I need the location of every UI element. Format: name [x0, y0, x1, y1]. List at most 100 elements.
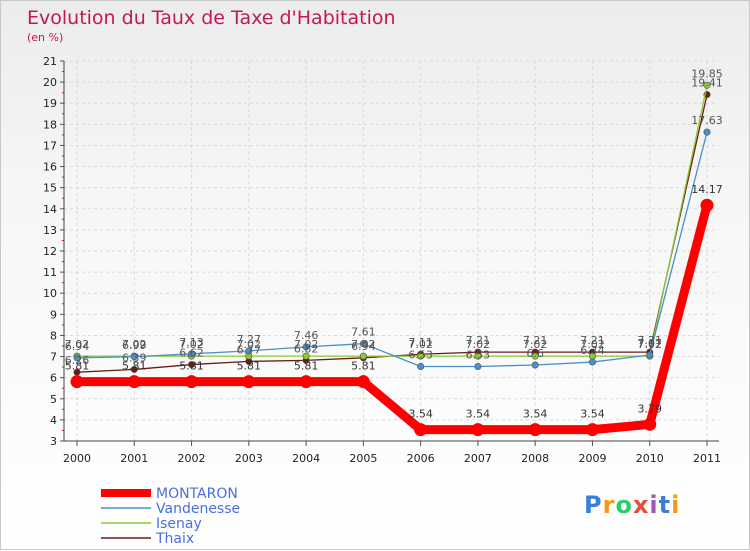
data-label-isenay: 7.02 [580, 338, 605, 351]
data-point-vandenesse [531, 361, 539, 369]
data-label-vandenesse: 6.53 [408, 348, 433, 361]
logo-letter: t [658, 491, 672, 519]
x-tick-label: 2001 [120, 452, 148, 465]
data-label-montaron: 3.54 [466, 408, 491, 421]
data-label-isenay: 7.02 [294, 338, 319, 351]
y-axis-ticks: 3 4 5 6 7 8 9 10 11 12 13 14 15 16 17 18 19 20 21 [43, 55, 57, 448]
data-label-vandenesse: 7.13 [179, 336, 204, 349]
y-tick-label: 12 [43, 245, 57, 258]
logo-letter: o [615, 491, 633, 519]
data-label-thaix: 6.77 [237, 343, 262, 356]
data-point-montaron [585, 423, 599, 437]
x-tick-label: 2008 [521, 452, 549, 465]
data-label-thaix: 7.21 [466, 334, 491, 347]
x-tick-label: 2010 [636, 452, 664, 465]
data-point-vandenesse [359, 340, 367, 348]
data-label-thaix: 6.82 [294, 342, 319, 355]
data-label-thaix: 7.21 [580, 334, 605, 347]
x-tick-label: 2004 [292, 452, 320, 465]
legend-label-thaix: Thaix [155, 531, 194, 547]
data-label-vandenesse: 7.27 [237, 333, 262, 346]
x-tick-label: 2000 [63, 452, 91, 465]
logo-letter: P [584, 491, 603, 519]
data-label-isenay: 7.02 [637, 338, 662, 351]
series-thaix [73, 91, 711, 376]
data-point-isenay [417, 352, 425, 360]
logo-letter: x [632, 491, 650, 519]
data-point-vandenesse [646, 351, 654, 359]
data-label-thaix: 6.62 [179, 347, 204, 360]
data-point-montaron [414, 423, 428, 437]
data-label-isenay: 7.02 [408, 338, 433, 351]
x-axis-ticks: 2000 2001 2002 2003 2004 2005 2006 2007 2008 2009… [63, 452, 721, 465]
data-label-thaix: 7.11 [408, 336, 433, 349]
data-point-montaron [242, 375, 256, 389]
data-label-isenay: 7.02 [466, 338, 491, 351]
data-label-montaron: 5.81 [179, 360, 204, 373]
data-label-vandenesse: 17.63 [691, 114, 723, 127]
data-label-isenay: 7.02 [122, 338, 147, 351]
data-point-vandenesse [588, 358, 596, 366]
data-label-montaron: 5.81 [351, 360, 376, 373]
series-line-isenay [76, 84, 708, 357]
y-tick-label: 10 [43, 287, 57, 300]
data-point-vandenesse [188, 350, 196, 358]
data-label-thaix: 7.21 [637, 334, 662, 347]
data-point-montaron [700, 198, 714, 212]
data-point-vandenesse [245, 347, 253, 355]
legend-label-vandenesse: Vandenesse [156, 501, 240, 517]
data-label-vandenesse: 6.53 [466, 348, 491, 361]
legend-label-montaron: MONTARON [156, 486, 238, 502]
y-tick-label: 8 [50, 329, 57, 342]
data-label-thaix: 19.41 [691, 77, 723, 90]
data-point-vandenesse [474, 362, 482, 370]
y-tick-label: 4 [50, 414, 57, 427]
logo-letter: i [671, 491, 681, 519]
data-label-thaix: 7.21 [523, 334, 548, 347]
data-label-vandenesse: 7.07 [637, 337, 662, 350]
data-point-montaron [528, 423, 542, 437]
y-tick-label: 17 [43, 139, 57, 152]
y-tick-label: 19 [43, 97, 57, 110]
data-point-montaron [70, 375, 84, 389]
x-tick-label: 2007 [464, 452, 492, 465]
data-label-montaron: 14.17 [691, 183, 723, 196]
data-label-montaron: 5.81 [294, 360, 319, 373]
data-point-isenay [703, 81, 711, 89]
y-tick-label: 5 [50, 393, 57, 406]
proxiti-logo: Proxiti [584, 491, 680, 519]
series-line-montaron [72, 200, 712, 435]
data-label-vandenesse: 6.6 [526, 347, 544, 360]
y-tick-label: 20 [43, 76, 57, 89]
y-tick-label: 9 [50, 308, 57, 321]
data-point-montaron [471, 423, 485, 437]
data-label-isenay: 7.02 [523, 338, 548, 351]
y-tick-label: 6 [50, 372, 57, 385]
logo-letter: i [649, 491, 659, 519]
y-tick-label: 11 [43, 266, 57, 279]
data-labels: 5.81 5.81 5.81 5.81 5.81 5.81 3.54 3.54 3.54 3.54… [65, 67, 723, 420]
series-line-thaix [76, 93, 708, 373]
data-point-vandenesse [130, 353, 138, 361]
chart-subtitle: (en %) [27, 31, 64, 44]
data-label-montaron: 3.54 [408, 408, 433, 421]
data-point-isenay [302, 352, 310, 360]
x-tick-label: 2006 [407, 452, 435, 465]
data-point-thaix [188, 361, 196, 369]
series-isenay [73, 81, 711, 360]
series-vandenesse [73, 128, 711, 370]
y-tick-label: 16 [43, 161, 57, 174]
y-tick-label: 3 [50, 435, 57, 448]
x-tick-label: 2011 [693, 452, 721, 465]
data-label-isenay: 7.02 [65, 338, 90, 351]
data-point-isenay [359, 352, 367, 360]
series-montaron [70, 198, 714, 437]
data-label-isenay: 19.85 [691, 67, 723, 80]
data-point-montaron [299, 375, 313, 389]
data-label-montaron: 5.81 [65, 360, 90, 373]
legend-label-isenay: Isenay [156, 516, 202, 532]
data-label-thaix: 6.39 [122, 351, 147, 364]
series-group [70, 81, 714, 437]
